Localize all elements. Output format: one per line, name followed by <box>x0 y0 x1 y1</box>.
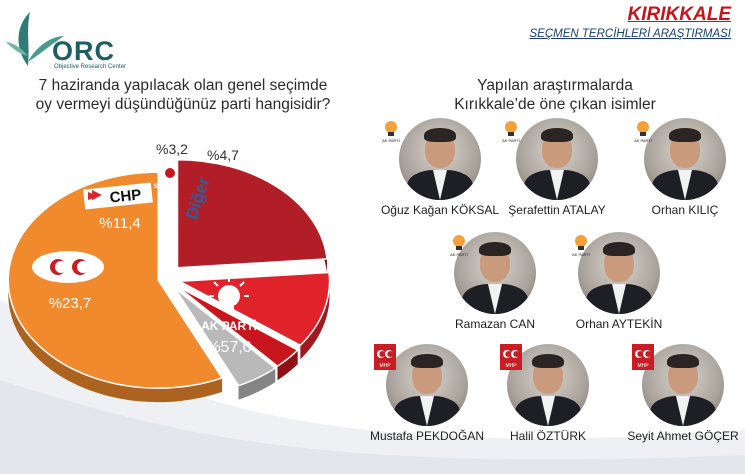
ak-party-bulb-icon <box>209 277 249 312</box>
diger-slice-side <box>238 368 276 400</box>
svg-text:AK PARTİ: AK PARTİ <box>382 138 400 143</box>
logo-subtitle: Objective Research Center <box>54 64 127 70</box>
candidate-card: Halil ÖZTÜRK <box>473 344 623 443</box>
logo-text: ORC <box>52 36 115 66</box>
candidate-card: Seyit Ahmet GÖÇER <box>608 344 745 443</box>
candidate-photo <box>399 118 481 200</box>
candidate-name: Orhan AYTEKİN <box>575 317 663 331</box>
diger-slice <box>174 287 277 387</box>
chp-slice-name: CHP <box>109 186 142 206</box>
candidate-card: Şerafettin ATALAY <box>482 118 632 217</box>
saadet-slice <box>176 285 299 368</box>
ak-party-bulb-icon: AK PARTİ <box>450 235 468 257</box>
candidate-photo <box>578 232 660 314</box>
chp-slice <box>176 271 331 347</box>
names-heading-line-1: Yapılan araştırmalarda <box>477 77 633 94</box>
question-line-1: 7 haziranda yapılacak olan genel seçimde <box>38 77 328 94</box>
ak-party-slice-name: AK PARTİ <box>201 318 257 333</box>
orc-logo: ORC Objective Research Center <box>6 6 136 70</box>
candidate-card: Oğuz Kağan KÖKSAL <box>365 118 515 217</box>
candidate-name: Seyit Ahmet GÖÇER <box>627 429 739 443</box>
candidate-card: Orhan AYTEKİN <box>544 232 694 331</box>
mhp-slice-value: %23,7 <box>49 295 92 312</box>
leaf-logo-icon <box>6 12 64 66</box>
candidate-card: Ramazan CAN <box>420 232 570 331</box>
names-heading-line-2: Kırıkkale’de öne çıkan isimler <box>454 96 656 113</box>
candidate-name: Halil ÖZTÜRK <box>509 429 586 443</box>
saadet-crescent-icon <box>161 168 175 180</box>
svg-text:MHP: MHP <box>637 363 649 369</box>
mhp-crescents-icon: MHP <box>374 344 396 370</box>
candidate-name: Mustafa PEKDOĞAN <box>369 429 485 443</box>
chp-slice-value: %11,4 <box>99 215 140 232</box>
survey-question: 7 haziranda yapılacak olan genel seçimde… <box>28 76 338 114</box>
candidate-name: Ramazan CAN <box>454 317 536 331</box>
mhp-crescents-icon <box>32 251 104 283</box>
candidate-card: Orhan KILIÇ <box>610 118 745 217</box>
names-heading: Yapılan araştırmalarda Kırıkkale’de öne … <box>410 76 700 114</box>
candidate-name: Oğuz Kağan KÖKSAL <box>380 203 500 217</box>
ak-party-bulb-icon: AK PARTİ <box>382 121 400 143</box>
svg-text:MHP: MHP <box>379 363 391 369</box>
mhp-slice <box>176 158 328 269</box>
candidate-photo <box>386 344 468 426</box>
candidate-photo <box>516 118 598 200</box>
chp-arrows-icon <box>83 182 153 210</box>
ak-party-bulb-icon: AK PARTİ <box>572 235 590 257</box>
svg-text:AK PARTİ: AK PARTİ <box>502 138 520 143</box>
candidate-photo <box>642 344 724 426</box>
candidate-name: Şerafettin ATALAY <box>508 203 606 217</box>
svg-text:AK PARTİ: AK PARTİ <box>450 252 468 257</box>
party-vote-pie-chart: AK PARTİ%57,0%23,7CHP%11,4SAADET%3,2Diğe… <box>7 141 331 403</box>
mhp-crescents-icon: MHP <box>632 344 654 370</box>
candidate-photo <box>644 118 726 200</box>
question-line-2: oy vermeyi düşündüğünüz parti hangisidir… <box>35 96 331 113</box>
ak-party-slice <box>7 171 224 389</box>
candidate-photo <box>454 232 536 314</box>
ak-party-bulb-icon: AK PARTİ <box>502 121 520 143</box>
candidate-name: Orhan KILIÇ <box>651 203 719 217</box>
report-title: KIRIKKALE <box>627 4 731 25</box>
saadet-slice-side <box>277 350 298 381</box>
ak-party-bulb-icon: AK PARTİ <box>634 121 652 143</box>
saadet-slice-value: %3,2 <box>156 141 188 157</box>
candidate-card: Mustafa PEKDOĞAN <box>352 344 502 443</box>
saadet-slice-name: SAADET <box>154 184 179 190</box>
svg-text:AK PARTİ: AK PARTİ <box>572 252 590 257</box>
report-subtitle: SEÇMEN TERCİHLERİ ARAŞTIRMASI <box>529 28 732 40</box>
diger-slice-value: %4,7 <box>207 147 239 163</box>
svg-text:AK PARTİ: AK PARTİ <box>634 138 652 143</box>
mhp-crescents-icon: MHP <box>500 344 522 370</box>
ak-party-slice-value: %57,0 <box>206 339 251 356</box>
svg-text:MHP: MHP <box>505 363 517 369</box>
